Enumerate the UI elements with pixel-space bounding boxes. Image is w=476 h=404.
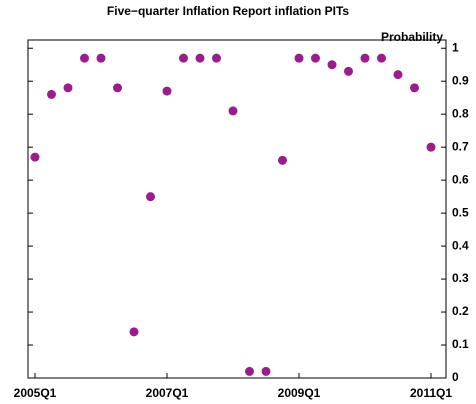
x-tick-label: 2009Q1 — [278, 386, 321, 400]
data-point — [212, 53, 221, 63]
data-point — [360, 53, 370, 63]
y-tick-label: 0.5 — [452, 205, 469, 219]
data-point — [129, 327, 139, 337]
data-point — [294, 53, 304, 63]
data-point — [311, 53, 320, 63]
y-tick-label: 0.2 — [452, 304, 469, 318]
data-point — [245, 366, 254, 376]
y-tick-label: 0.3 — [452, 271, 469, 285]
data-point — [426, 142, 436, 152]
x-tick-label: 2005Q1 — [14, 386, 57, 400]
data-point — [113, 83, 122, 93]
data-point — [63, 83, 73, 93]
x-tick-label: 2007Q1 — [146, 386, 189, 400]
data-point — [377, 53, 386, 63]
data-point — [228, 106, 238, 116]
data-point — [96, 53, 106, 63]
y-axis-label: Probability — [381, 30, 443, 44]
data-point — [80, 53, 89, 63]
y-tick-label: 0.6 — [452, 172, 469, 186]
data-point — [47, 89, 56, 99]
x-tick-label: 2011Q1 — [410, 386, 452, 400]
data-point — [30, 152, 40, 162]
chart-title: Five−quarter Inflation Report inflation … — [107, 4, 349, 18]
data-point — [146, 192, 155, 202]
data-point — [179, 53, 188, 63]
y-tick-label: 0.8 — [452, 106, 469, 120]
data-point — [162, 86, 172, 96]
y-tick-label: 1 — [452, 40, 459, 54]
y-tick-label: 0 — [452, 370, 459, 384]
data-point — [410, 83, 419, 93]
y-tick-label: 0.9 — [452, 73, 469, 87]
data-point — [261, 366, 271, 376]
data-point — [393, 70, 403, 80]
y-tick-label: 0.4 — [452, 238, 469, 252]
data-point — [327, 60, 337, 70]
data-point — [344, 66, 353, 76]
y-tick-label: 0.1 — [452, 337, 469, 351]
plot-frame — [27, 39, 447, 379]
y-tick-label: 0.7 — [452, 139, 469, 153]
data-point — [195, 53, 205, 63]
data-point — [278, 155, 287, 165]
